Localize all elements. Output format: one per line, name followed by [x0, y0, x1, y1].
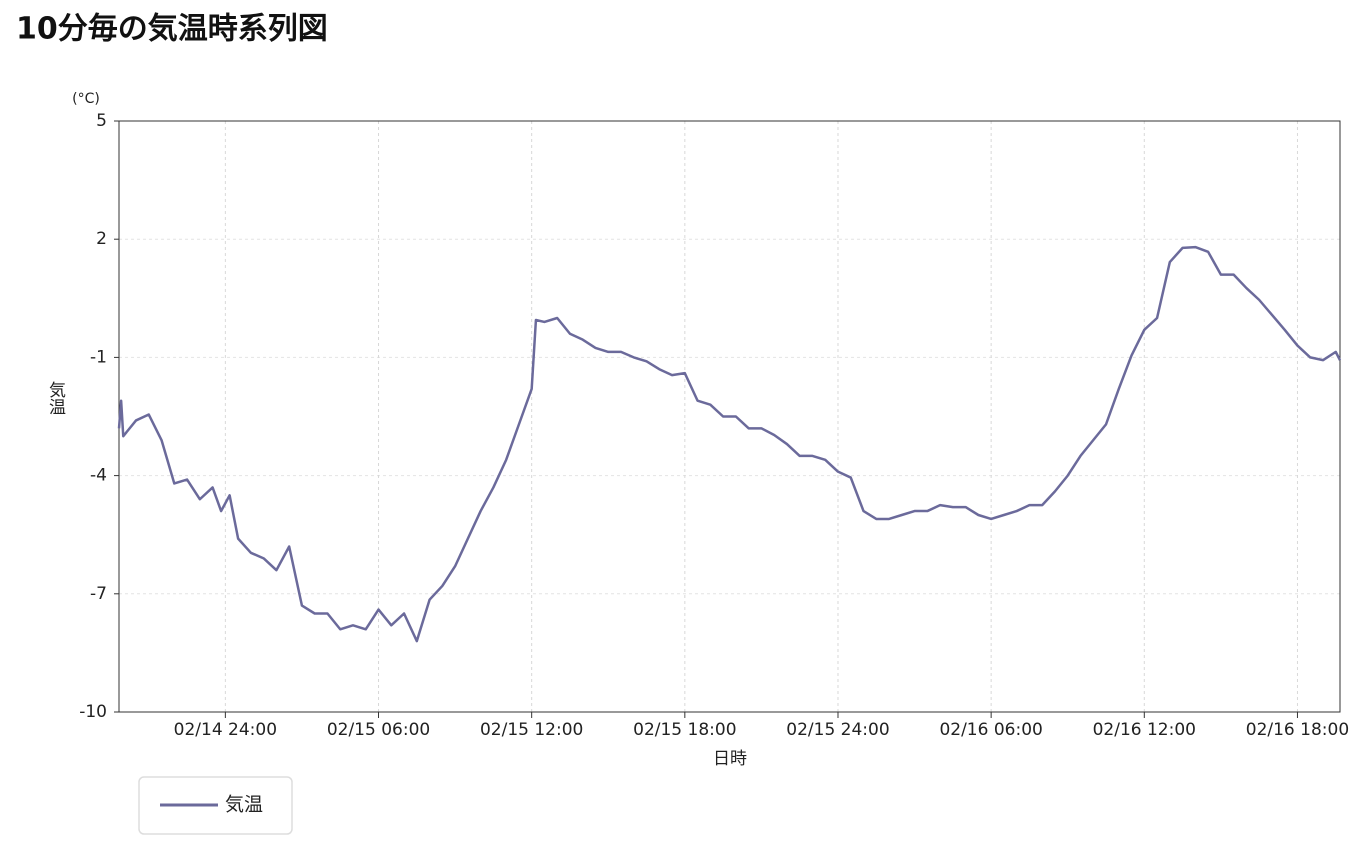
- x-tick-label: 02/15 18:00: [633, 720, 736, 740]
- y-axis-label: 気温: [45, 381, 66, 415]
- y-tick-label: -1: [90, 347, 107, 367]
- x-tick-label: 02/15 06:00: [327, 720, 430, 740]
- legend-label: 気温: [225, 794, 263, 816]
- x-tick-label: 02/15 24:00: [786, 720, 889, 740]
- x-tick-label: 02/14 24:00: [174, 720, 277, 740]
- y-tick-label: -7: [90, 584, 107, 604]
- y-tick-label: 2: [96, 229, 107, 249]
- x-tick-label: 02/15 12:00: [480, 720, 583, 740]
- y-tick-label: -10: [79, 702, 107, 722]
- x-tick-label: 02/16 18:00: [1246, 720, 1349, 740]
- y-tick-label: -4: [90, 466, 107, 486]
- chart-title: 10分毎の気温時系列図: [16, 12, 328, 47]
- x-tick-label: 02/16 06:00: [939, 720, 1042, 740]
- x-tick-label: 02/16 12:00: [1093, 720, 1196, 740]
- data-line: [117, 245, 1342, 643]
- y-unit-label: (°C): [72, 91, 100, 107]
- x-axis-label: 日時: [713, 749, 747, 769]
- y-tick-label: 5: [96, 111, 107, 131]
